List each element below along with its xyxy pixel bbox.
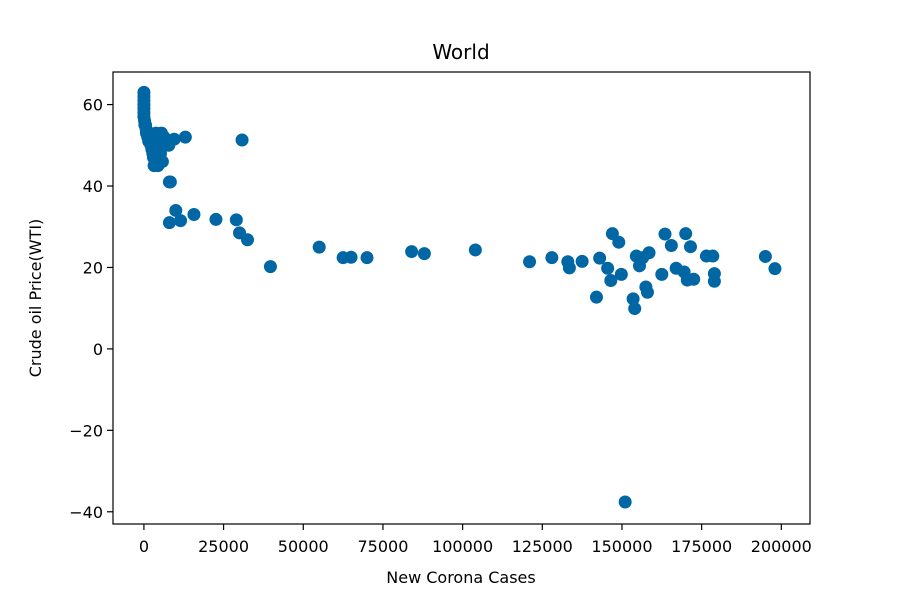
data-point (312, 240, 326, 254)
data-point (468, 243, 482, 257)
points-layer (137, 85, 782, 509)
x-tick-label: 150000 (591, 537, 652, 556)
data-point (229, 213, 243, 227)
y-tick-label: 40 (83, 177, 103, 196)
data-point (360, 251, 374, 265)
data-point (162, 216, 176, 230)
data-point (187, 208, 201, 222)
data-point (601, 261, 615, 275)
data-point (612, 235, 626, 249)
x-tick-label: 25000 (198, 537, 249, 556)
x-tick-label: 50000 (278, 537, 329, 556)
data-point (235, 133, 249, 147)
data-point (405, 245, 419, 259)
data-point (687, 272, 701, 286)
data-point (263, 260, 277, 274)
data-point (417, 247, 431, 261)
data-point (169, 203, 183, 217)
data-point (240, 233, 254, 247)
data-point (707, 274, 721, 288)
x-tick-label: 125000 (512, 537, 573, 556)
data-point (640, 285, 654, 299)
data-point (664, 238, 678, 252)
y-tick-label: 60 (83, 96, 103, 115)
data-point (545, 251, 559, 265)
y-axis-label: Crude oil Price(WTI) (26, 219, 45, 378)
y-tick-label: −40 (69, 503, 103, 522)
data-point (626, 292, 640, 306)
data-point (589, 290, 603, 304)
data-point (768, 262, 782, 276)
data-point (174, 214, 188, 228)
plot-frame (112, 71, 811, 525)
data-point (167, 132, 181, 146)
data-point (642, 246, 656, 260)
x-tick-label: 0 (139, 537, 149, 556)
x-tick-label: 75000 (357, 537, 408, 556)
data-point (679, 227, 693, 241)
data-point (618, 495, 632, 509)
data-point (655, 267, 669, 281)
data-point (178, 130, 192, 144)
data-point (758, 249, 772, 263)
y-tick-label: 20 (83, 258, 103, 277)
data-point (163, 175, 177, 189)
data-point (523, 255, 537, 269)
x-tick-label: 100000 (432, 537, 493, 556)
y-tick-label: −20 (69, 421, 103, 440)
data-point (575, 254, 589, 268)
data-point (344, 250, 358, 264)
data-point (614, 267, 628, 281)
data-point (593, 251, 607, 265)
data-point (209, 212, 223, 226)
chart-title: World (432, 40, 489, 64)
x-axis-label: New Corona Cases (386, 568, 535, 587)
x-tick-label: 175000 (671, 537, 732, 556)
data-point (604, 273, 618, 287)
data-point (683, 240, 697, 254)
data-point (562, 261, 576, 275)
data-point (628, 302, 642, 316)
data-point (155, 155, 169, 169)
y-axis: −40 −20 0 20 40 60 (69, 96, 113, 522)
x-axis: 0 25000 50000 75000 100000 125000 150000 175000… (139, 524, 812, 556)
y-tick-label: 0 (93, 340, 103, 359)
data-point (658, 227, 672, 241)
data-point (706, 249, 720, 263)
x-tick-label: 200000 (751, 537, 812, 556)
